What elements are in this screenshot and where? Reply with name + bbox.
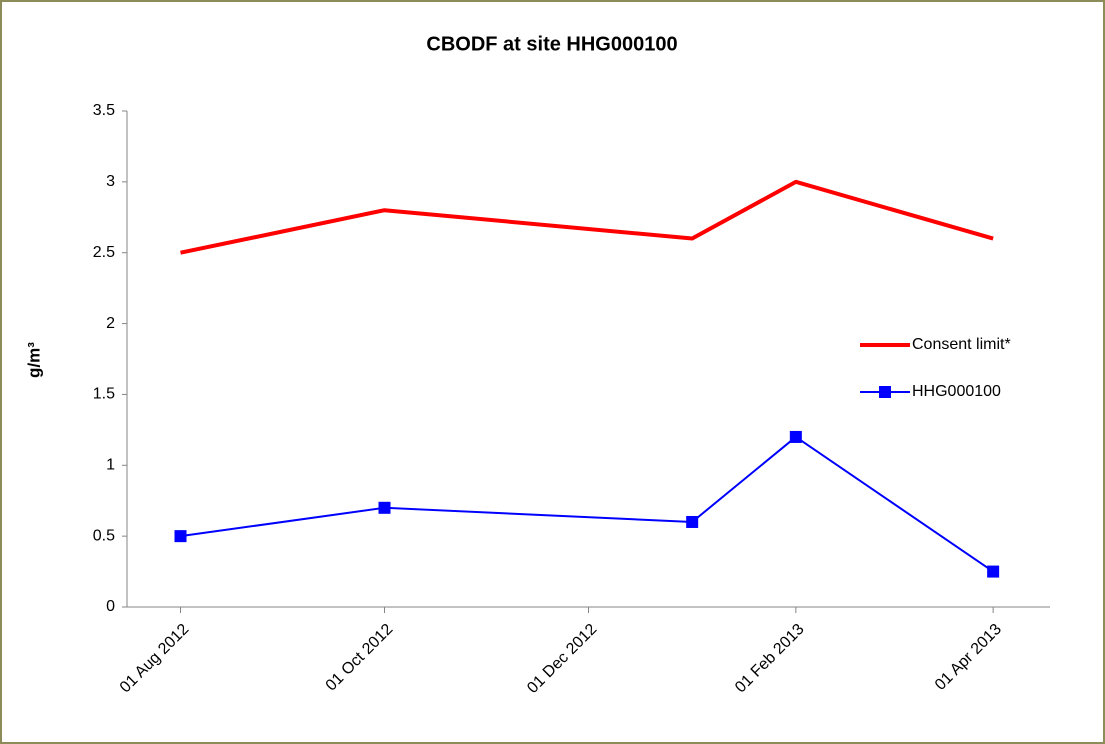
series-marker — [987, 565, 1000, 578]
y-tick-label: 0.5 — [93, 527, 115, 544]
y-tick-label: 2 — [106, 315, 115, 332]
y-tick-label: 3.5 — [93, 102, 115, 119]
legend-label: HHG000100 — [912, 383, 1001, 400]
series-line — [180, 179, 994, 255]
y-tick-label: 3 — [106, 173, 115, 190]
legend-label: Consent limit* — [912, 336, 1011, 353]
y-tick-label: 0 — [106, 598, 115, 615]
y-axis-label: g/m³ — [24, 342, 43, 378]
y-tick-label: 1.5 — [93, 386, 115, 403]
legend-marker — [879, 386, 891, 398]
series-marker — [174, 530, 187, 543]
chart-title: CBODF at site HHG000100 — [426, 33, 677, 55]
series-marker — [378, 501, 391, 514]
series-marker — [686, 515, 699, 528]
series-marker — [789, 430, 802, 443]
y-tick-label: 2.5 — [93, 244, 115, 261]
y-tick-label: 1 — [106, 457, 115, 474]
